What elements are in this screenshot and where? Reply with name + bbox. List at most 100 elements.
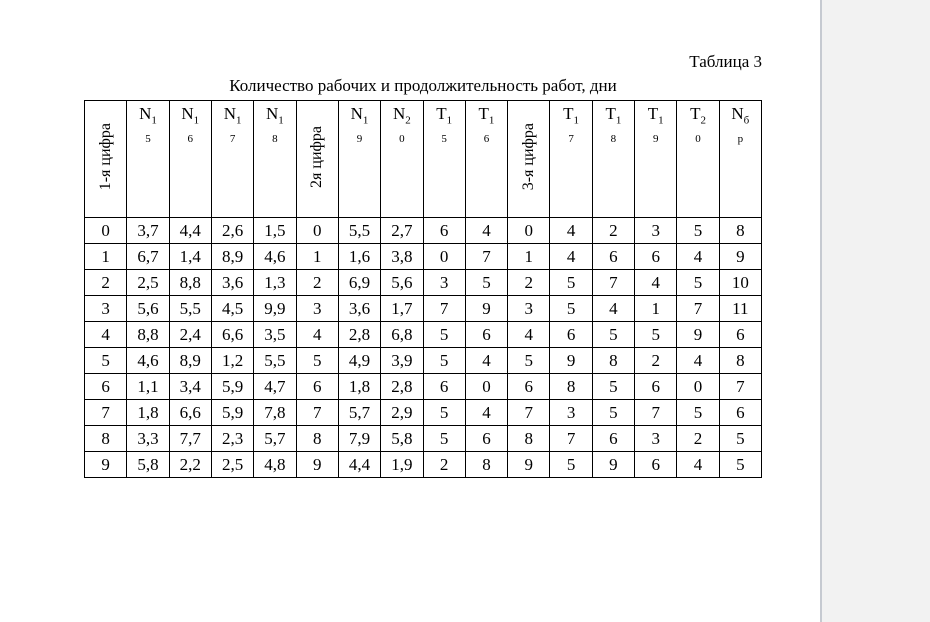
cell-t20-row7: 5 — [676, 399, 720, 426]
column-header-t17: T1 7 — [549, 100, 593, 218]
cell-n16-row3: 5,5 — [168, 295, 212, 322]
cell-n15-row8: 3,3 — [126, 425, 170, 452]
column-header-n18: N1 8 — [253, 100, 297, 218]
cell-t16-row5: 4 — [464, 347, 509, 374]
header-subscript: 7 — [568, 133, 574, 146]
cell-t17-row1: 4 — [549, 243, 593, 270]
column-header-first-digit: 1-я цифра — [83, 100, 128, 218]
header-subscript: 8 — [272, 133, 278, 146]
table-row: 3 5,6 5,5 4,5 9,9 3 3,6 1,7 7 9 3 5 4 1 7 11 — [83, 295, 763, 322]
cell-n15-row4: 8,8 — [126, 321, 170, 348]
cell-n18-row6: 4,7 — [253, 373, 297, 400]
cell-t17-row7: 3 — [549, 399, 593, 426]
cell-t17-row8: 7 — [549, 425, 593, 452]
outside-page-area — [822, 0, 930, 622]
column-header-t20: T2 0 — [676, 100, 720, 218]
cell-nbr-row8: 5 — [718, 425, 763, 452]
cell-t18-row3: 4 — [591, 295, 636, 322]
cell-t19-row1: 6 — [634, 243, 678, 270]
cell-second-digit-row9: 9 — [295, 451, 339, 478]
cell-n19-row8: 7,9 — [337, 425, 382, 452]
cell-n15-row6: 1,1 — [126, 373, 170, 400]
cell-third-digit-row3: 3 — [507, 295, 551, 322]
cell-t19-row8: 3 — [634, 425, 678, 452]
cell-t16-row1: 7 — [464, 243, 509, 270]
cell-n20-row0: 2,7 — [380, 217, 424, 244]
cell-t18-row1: 6 — [591, 243, 636, 270]
cell-t15-row0: 6 — [422, 217, 466, 244]
cell-n16-row1: 1,4 — [168, 243, 212, 270]
cell-first-digit-row4: 4 — [83, 321, 128, 348]
cell-first-digit-row5: 5 — [83, 347, 128, 374]
cell-third-digit-row8: 8 — [507, 425, 551, 452]
cell-second-digit-row4: 4 — [295, 321, 339, 348]
cell-t15-row3: 7 — [422, 295, 466, 322]
cell-n15-row3: 5,6 — [126, 295, 170, 322]
table-row: 8 3,3 7,7 2,3 5,7 8 7,9 5,8 5 6 8 7 6 3 2 5 — [83, 425, 763, 452]
cell-t19-row4: 5 — [634, 321, 678, 348]
cell-n17-row1: 8,9 — [210, 243, 255, 270]
cell-n19-row3: 3,6 — [337, 295, 382, 322]
cell-n20-row7: 2,9 — [380, 399, 424, 426]
cell-t16-row6: 0 — [464, 373, 509, 400]
column-header-t16: T1 6 — [464, 100, 509, 218]
cell-n20-row9: 1,9 — [380, 451, 424, 478]
cell-third-digit-row2: 2 — [507, 269, 551, 296]
cell-t15-row9: 2 — [422, 451, 466, 478]
cell-t18-row9: 9 — [591, 451, 636, 478]
workers-duration-table: 1-я цифра N1 5 N1 6 N1 7 N1 8 2я цифра N1 9 N2 0 T1 5 T1… — [83, 100, 763, 478]
table-row: 4 8,8 2,4 6,6 3,5 4 2,8 6,8 5 6 4 6 5 5 9 6 — [83, 321, 763, 348]
cell-t20-row4: 9 — [676, 321, 720, 348]
cell-first-digit-row9: 9 — [83, 451, 128, 478]
header-subscript: 0 — [399, 133, 405, 146]
cell-n19-row6: 1,8 — [337, 373, 382, 400]
table-row: 1 6,7 1,4 8,9 4,6 1 1,6 3,8 0 7 1 4 6 6 4 9 — [83, 243, 763, 270]
page-edge-divider — [820, 0, 822, 622]
cell-n17-row9: 2,5 — [210, 451, 255, 478]
header-subscript: 5 — [441, 133, 447, 146]
cell-t20-row2: 5 — [676, 269, 720, 296]
cell-first-digit-row8: 8 — [83, 425, 128, 452]
cell-t17-row2: 5 — [549, 269, 593, 296]
cell-t17-row3: 5 — [549, 295, 593, 322]
cell-n16-row9: 2,2 — [168, 451, 212, 478]
cell-t15-row6: 6 — [422, 373, 466, 400]
header-symbol: Nб — [731, 104, 750, 127]
cell-t19-row9: 6 — [634, 451, 678, 478]
cell-n16-row7: 6,6 — [168, 399, 212, 426]
cell-second-digit-row1: 1 — [295, 243, 339, 270]
cell-n17-row5: 1,2 — [210, 347, 255, 374]
cell-nbr-row7: 6 — [718, 399, 763, 426]
cell-t18-row4: 5 — [591, 321, 636, 348]
header-symbol: T1 — [436, 104, 453, 127]
cell-third-digit-row9: 9 — [507, 451, 551, 478]
cell-nbr-row0: 8 — [718, 217, 763, 244]
vertical-header-label: 1-я цифра — [96, 122, 114, 191]
cell-n19-row4: 2,8 — [337, 321, 382, 348]
table-row: 6 1,1 3,4 5,9 4,7 6 1,8 2,8 6 0 6 8 5 6 0 7 — [83, 373, 763, 400]
cell-nbr-row4: 6 — [718, 321, 763, 348]
header-symbol: N1 — [139, 104, 157, 127]
cell-t19-row5: 2 — [634, 347, 678, 374]
cell-first-digit-row1: 1 — [83, 243, 128, 270]
cell-n17-row6: 5,9 — [210, 373, 255, 400]
header-symbol: N1 — [223, 104, 242, 127]
cell-nbr-row2: 10 — [718, 269, 763, 296]
cell-t17-row9: 5 — [549, 451, 593, 478]
cell-n20-row6: 2,8 — [380, 373, 424, 400]
header-symbol: N1 — [181, 104, 200, 127]
vertical-header-label: 2я цифра — [308, 125, 326, 188]
cell-nbr-row3: 11 — [718, 295, 763, 322]
cell-t18-row7: 5 — [591, 399, 636, 426]
cell-n16-row2: 8,8 — [168, 269, 212, 296]
cell-n16-row6: 3,4 — [168, 373, 212, 400]
cell-t20-row1: 4 — [676, 243, 720, 270]
document-page: Таблица 3 Количество рабочих и продолжит… — [0, 0, 820, 622]
cell-nbr-row9: 5 — [718, 451, 763, 478]
cell-n20-row8: 5,8 — [380, 425, 424, 452]
cell-third-digit-row4: 4 — [507, 321, 551, 348]
cell-third-digit-row7: 7 — [507, 399, 551, 426]
cell-t17-row4: 6 — [549, 321, 593, 348]
cell-n17-row0: 2,6 — [210, 217, 255, 244]
cell-n19-row5: 4,9 — [337, 347, 382, 374]
